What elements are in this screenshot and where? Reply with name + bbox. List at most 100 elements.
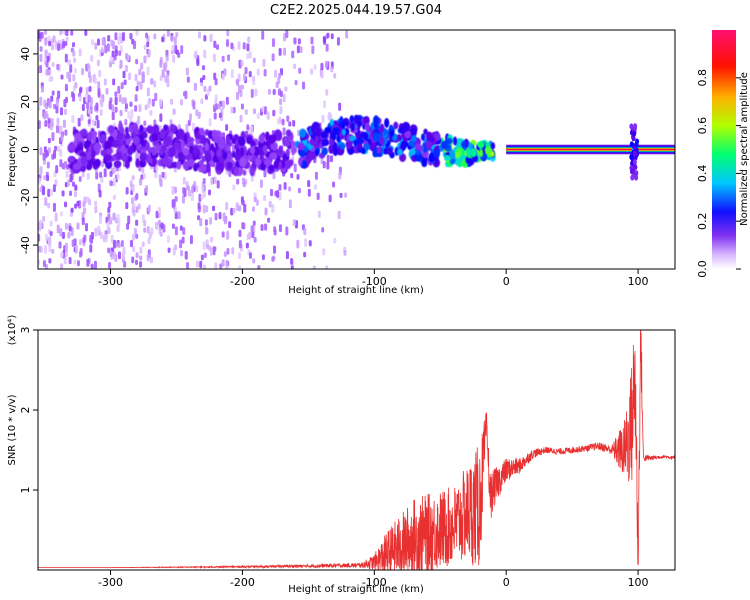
- noise-cell: [313, 64, 317, 71]
- noise-cell: [173, 167, 177, 173]
- noise-cell: [155, 163, 159, 172]
- noise-cell: [213, 112, 217, 120]
- noise-cell: [50, 95, 54, 102]
- band-cell: [188, 158, 195, 167]
- noise-cell: [108, 218, 112, 225]
- snr-frame: [37, 329, 676, 571]
- noise-cell: [174, 244, 178, 251]
- noise-cell: [189, 113, 193, 122]
- noise-cell: [194, 50, 198, 58]
- noise-cell: [213, 176, 217, 184]
- noise-cell: [325, 89, 329, 96]
- snr-line: [38, 330, 675, 570]
- noise-cell: [105, 88, 109, 95]
- noise-cell: [242, 222, 246, 230]
- noise-cell: [139, 177, 143, 186]
- band-cell: [359, 132, 368, 139]
- noise-cell: [203, 85, 207, 92]
- snr-x-label: Height of straight line (km): [288, 584, 424, 595]
- noise-cell: [285, 226, 289, 236]
- noise-cell: [310, 36, 314, 45]
- noise-cell: [175, 32, 179, 38]
- noise-cell: [278, 184, 282, 191]
- noise-cell: [284, 86, 288, 92]
- noise-cell: [146, 225, 150, 234]
- noise-cell: [302, 81, 306, 90]
- band-cell: [314, 127, 322, 137]
- noise-cell: [237, 41, 241, 50]
- noise-cell: [198, 31, 202, 39]
- band-cell: [411, 134, 417, 142]
- noise-cell: [231, 247, 235, 255]
- chart-title: C2E2.2025.044.19.57.G04: [270, 3, 442, 18]
- noise-cell: [221, 259, 225, 267]
- noise-cell: [330, 66, 334, 73]
- noise-cell: [320, 62, 324, 71]
- band-cell: [299, 150, 307, 158]
- band-cell: [151, 146, 158, 156]
- noise-cell: [225, 265, 229, 269]
- noise-cell: [54, 40, 58, 50]
- noise-cell: [64, 129, 68, 136]
- band-cell: [180, 139, 185, 150]
- noise-cell: [271, 53, 275, 62]
- noise-cell: [128, 72, 132, 81]
- colorbar-label: Normalized spectral amplitude: [739, 72, 750, 226]
- noise-cell: [205, 205, 209, 213]
- noise-cell: [218, 212, 222, 220]
- noise-cell: [127, 111, 131, 119]
- noise-cell: [193, 82, 197, 91]
- spectrogram-x-label: Height of straight line (km): [288, 285, 424, 296]
- band-cell: [201, 155, 206, 163]
- noise-cell: [44, 37, 48, 46]
- noise-cell: [48, 258, 52, 264]
- noise-cell: [109, 170, 113, 177]
- noise-cell: [182, 187, 186, 195]
- noise-cell: [308, 240, 312, 247]
- noise-cell: [249, 252, 253, 259]
- noise-cell: [251, 206, 255, 212]
- noise-cell: [271, 38, 275, 47]
- noise-cell: [135, 192, 139, 200]
- spike-cell: [634, 174, 639, 181]
- noise-cell: [116, 224, 120, 232]
- noise-cell: [109, 56, 113, 63]
- noise-cell: [166, 30, 170, 37]
- band-cell: [372, 115, 380, 126]
- noise-cell: [90, 54, 94, 62]
- noise-cell: [64, 201, 68, 208]
- band-cell: [119, 126, 125, 134]
- noise-cell: [290, 173, 294, 179]
- spike-cell: [629, 141, 634, 148]
- noise-cell: [76, 260, 80, 267]
- noise-cell: [322, 35, 326, 44]
- noise-cell: [49, 220, 53, 227]
- band-cell: [456, 137, 463, 148]
- spectrogram-frame: [37, 29, 676, 270]
- noise-cell: [134, 94, 138, 102]
- noise-cell: [83, 207, 87, 214]
- noise-cell: [55, 165, 59, 174]
- noise-cell: [114, 96, 118, 106]
- noise-cell: [278, 224, 282, 233]
- noise-cell: [182, 227, 186, 235]
- noise-cell: [78, 239, 82, 245]
- band-cell: [285, 140, 291, 147]
- band-cell: [469, 148, 477, 158]
- band-cell: [225, 135, 231, 146]
- noise-cell: [133, 40, 137, 50]
- noise-cell: [327, 113, 331, 121]
- noise-cell: [46, 55, 50, 63]
- band-cell: [455, 151, 461, 159]
- noise-cell: [42, 152, 46, 161]
- noise-cell: [107, 206, 111, 214]
- noise-cell: [72, 42, 76, 48]
- noise-cell: [172, 54, 176, 63]
- noise-cell: [242, 73, 246, 81]
- noise-cell: [114, 91, 118, 97]
- noise-cell: [98, 189, 102, 198]
- noise-cell: [314, 171, 318, 180]
- noise-cell: [279, 90, 283, 98]
- noise-cell: [125, 202, 129, 210]
- noise-cell: [78, 48, 82, 57]
